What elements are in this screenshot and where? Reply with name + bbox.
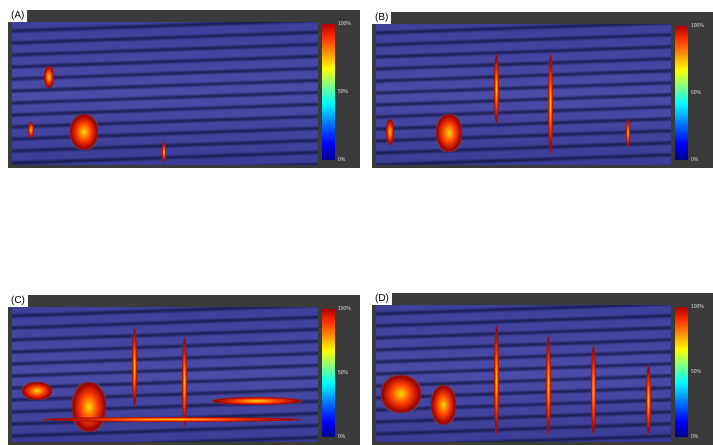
- panel-label: (A): [8, 10, 28, 22]
- colorbar-tick-label: 0%: [338, 434, 346, 440]
- hot-region: [494, 325, 499, 435]
- hot-region: [28, 122, 34, 138]
- heatmap-image: [12, 307, 318, 442]
- panel-label: (D): [372, 293, 392, 305]
- panel-label: (C): [8, 295, 28, 307]
- hot-region: [386, 119, 394, 145]
- colorbar-tick-label: 0%: [691, 157, 699, 163]
- hot-region: [494, 54, 499, 124]
- heatmap-image: [376, 24, 671, 165]
- hot-region: [22, 382, 52, 400]
- colorbar-tick-label: 50%: [691, 90, 702, 96]
- colorbar-tick-label: 0%: [338, 157, 346, 163]
- hot-region: [381, 375, 421, 413]
- colorbar-tick-label: 100%: [338, 306, 351, 312]
- figure-panel: (C) 100% 50% 0%: [8, 295, 360, 445]
- colorbar-tick-label: 50%: [338, 89, 349, 95]
- hot-region: [591, 345, 596, 435]
- hot-region: [626, 119, 630, 147]
- hot-region: [546, 335, 551, 435]
- colorbar-tick-label: 50%: [691, 369, 702, 375]
- colorbar: [322, 309, 335, 437]
- hot-region: [548, 54, 553, 154]
- colorbar-tick-label: 0%: [691, 434, 699, 440]
- hot-region: [72, 382, 106, 432]
- hot-region: [431, 385, 456, 425]
- hot-region: [42, 417, 302, 422]
- hot-region: [182, 337, 187, 427]
- figure-panel: (D) 100% 50% 0%: [372, 293, 713, 445]
- hot-region: [646, 365, 651, 435]
- colorbar-tick-label: 100%: [691, 304, 704, 310]
- hot-region: [44, 66, 54, 88]
- colorbar: [322, 24, 335, 160]
- colorbar: [675, 26, 688, 160]
- colorbar-tick-label: 50%: [338, 370, 349, 376]
- hot-region: [132, 327, 137, 407]
- colorbar-tick-label: 100%: [691, 23, 704, 29]
- hot-region: [212, 397, 302, 405]
- hot-region: [436, 114, 462, 152]
- hot-region: [70, 114, 98, 150]
- heatmap-image: [376, 305, 671, 442]
- panel-label: (B): [372, 12, 392, 24]
- heatmap-image: [12, 22, 318, 165]
- colorbar-tick-label: 100%: [338, 21, 351, 27]
- figure-panel: (B) 100% 50% 0%: [372, 12, 713, 168]
- figure-panel: (A) 100% 50% 0%: [8, 10, 360, 168]
- hot-region: [162, 142, 166, 162]
- colorbar: [675, 307, 688, 437]
